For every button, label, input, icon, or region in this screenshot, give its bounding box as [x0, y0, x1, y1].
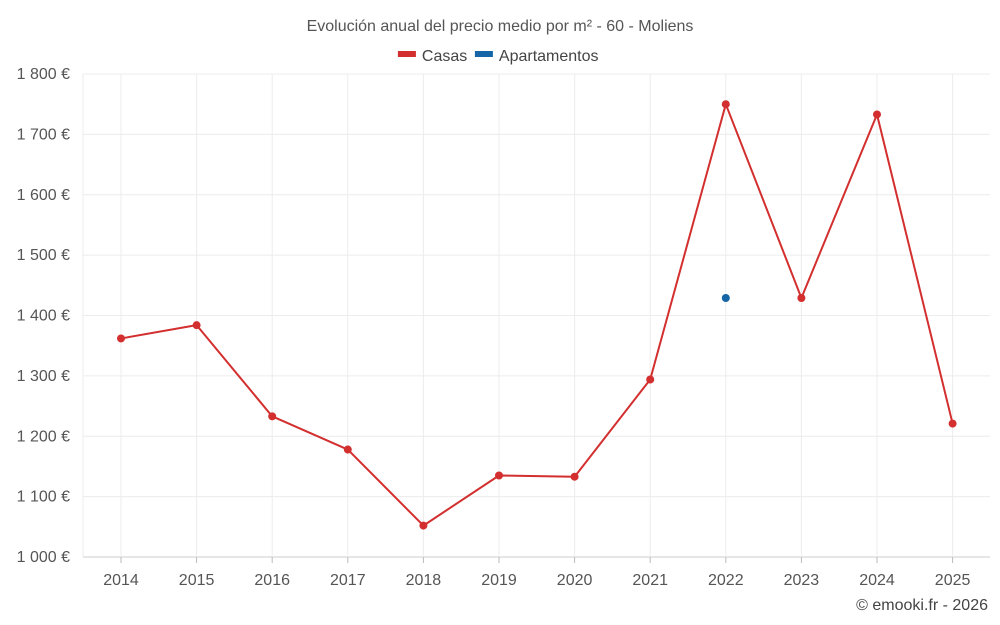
legend-swatch — [474, 51, 493, 57]
credit-text: © emooki.fr - 2026 — [856, 597, 988, 614]
y-tick-label: 1 300 € — [17, 368, 70, 385]
y-tick-label: 1 700 € — [17, 126, 70, 143]
data-point-casas[interactable] — [419, 521, 428, 530]
axes: 1 000 € 1 100 € 1 200 € 1 300 € 1 400 € 1 500… — [17, 66, 971, 589]
x-tick-label: 2025 — [935, 572, 971, 589]
chart-title: Evolución anual del precio medio por m² … — [307, 18, 694, 35]
data-point-casas[interactable] — [873, 110, 881, 119]
data-point-apartamentos[interactable] — [721, 293, 730, 302]
data-point-casas[interactable] — [948, 419, 957, 428]
data-point-casas[interactable] — [495, 471, 503, 480]
series-apartamentos — [721, 293, 730, 302]
data-point-casas[interactable] — [268, 412, 277, 421]
legend-swatch — [397, 51, 416, 57]
series-layer — [117, 100, 957, 530]
y-tick-label: 1 800 € — [17, 66, 70, 83]
x-tick-label: 2024 — [859, 572, 895, 589]
x-tick-label: 2014 — [103, 572, 139, 589]
x-tick-label: 2019 — [481, 572, 517, 589]
legend-label: Casas — [422, 48, 467, 65]
x-tick-label: 2023 — [784, 572, 820, 589]
grid — [82, 73, 990, 558]
data-point-casas[interactable] — [192, 321, 201, 330]
legend-item-apartamentos[interactable]: Apartamentos — [474, 48, 599, 65]
legend-label: Apartamentos — [499, 48, 599, 65]
y-tick-label: 1 100 € — [17, 489, 70, 506]
y-tick-label: 1 000 € — [17, 549, 70, 566]
legend: Casas Apartamentos — [397, 48, 599, 65]
data-point-casas[interactable] — [721, 100, 730, 109]
y-tick-label: 1 400 € — [17, 308, 70, 325]
data-point-casas[interactable] — [117, 334, 125, 343]
series-casas — [117, 100, 957, 530]
x-tick-label: 2021 — [632, 572, 668, 589]
x-tick-label: 2022 — [708, 572, 744, 589]
legend-item-casas[interactable]: Casas — [397, 48, 467, 65]
y-tick-label: 1 500 € — [17, 247, 70, 264]
x-tick-label: 2018 — [406, 572, 442, 589]
x-tick-label: 2016 — [254, 572, 290, 589]
data-point-casas[interactable] — [343, 445, 352, 454]
data-point-casas[interactable] — [570, 472, 579, 481]
x-tick-label: 2020 — [557, 572, 593, 589]
data-point-casas[interactable] — [797, 293, 806, 302]
data-point-casas[interactable] — [646, 375, 655, 384]
y-tick-label: 1 200 € — [17, 428, 70, 445]
x-tick-label: 2017 — [330, 572, 366, 589]
y-tick-label: 1 600 € — [17, 187, 70, 204]
x-tick-label: 2015 — [179, 572, 215, 589]
series-line-casas — [120, 103, 954, 527]
